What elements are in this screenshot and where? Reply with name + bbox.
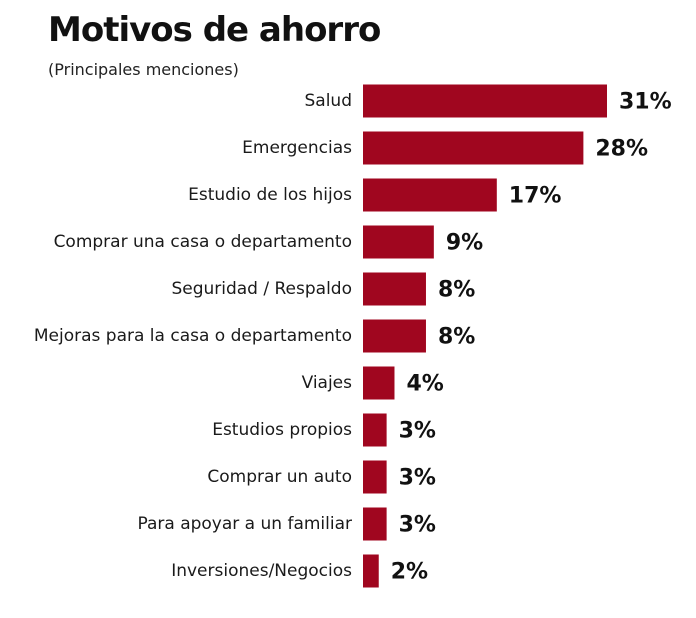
bar — [363, 84, 607, 118]
category-label: Estudio de los hijos — [188, 185, 352, 205]
value-label: 2% — [391, 560, 428, 585]
category-label: Mejoras para la casa o departamento — [34, 326, 352, 346]
bar — [363, 131, 584, 165]
value-label: 3% — [399, 466, 436, 491]
bar — [363, 460, 387, 494]
value-label: 28% — [595, 137, 648, 162]
category-label: Salud — [305, 91, 353, 111]
value-label: 8% — [438, 325, 475, 350]
value-label: 3% — [399, 419, 436, 444]
category-label: Inversiones/Negocios — [171, 561, 352, 581]
bar — [363, 413, 387, 447]
value-label: 8% — [438, 278, 475, 303]
value-label: 3% — [399, 513, 436, 538]
category-label: Comprar una casa o departamento — [54, 232, 352, 252]
chart-title: Motivos de ahorro — [48, 10, 381, 50]
category-label: Viajes — [302, 373, 353, 393]
value-label: 4% — [406, 372, 443, 397]
value-label: 9% — [446, 231, 483, 256]
bar — [363, 366, 395, 400]
category-label: Para apoyar a un familiar — [137, 514, 352, 534]
bar — [363, 507, 387, 541]
bar — [363, 554, 379, 588]
value-label: 31% — [619, 90, 672, 115]
bar — [363, 272, 426, 306]
bar — [363, 319, 426, 353]
bar — [363, 178, 497, 212]
category-label: Emergencias — [242, 138, 352, 158]
category-label: Seguridad / Respaldo — [171, 279, 352, 299]
value-label: 17% — [509, 184, 562, 209]
bar — [363, 225, 434, 259]
chart-subtitle: (Principales menciones) — [48, 60, 239, 79]
category-label: Comprar un auto — [207, 467, 352, 487]
category-label: Estudios propios — [212, 420, 352, 440]
